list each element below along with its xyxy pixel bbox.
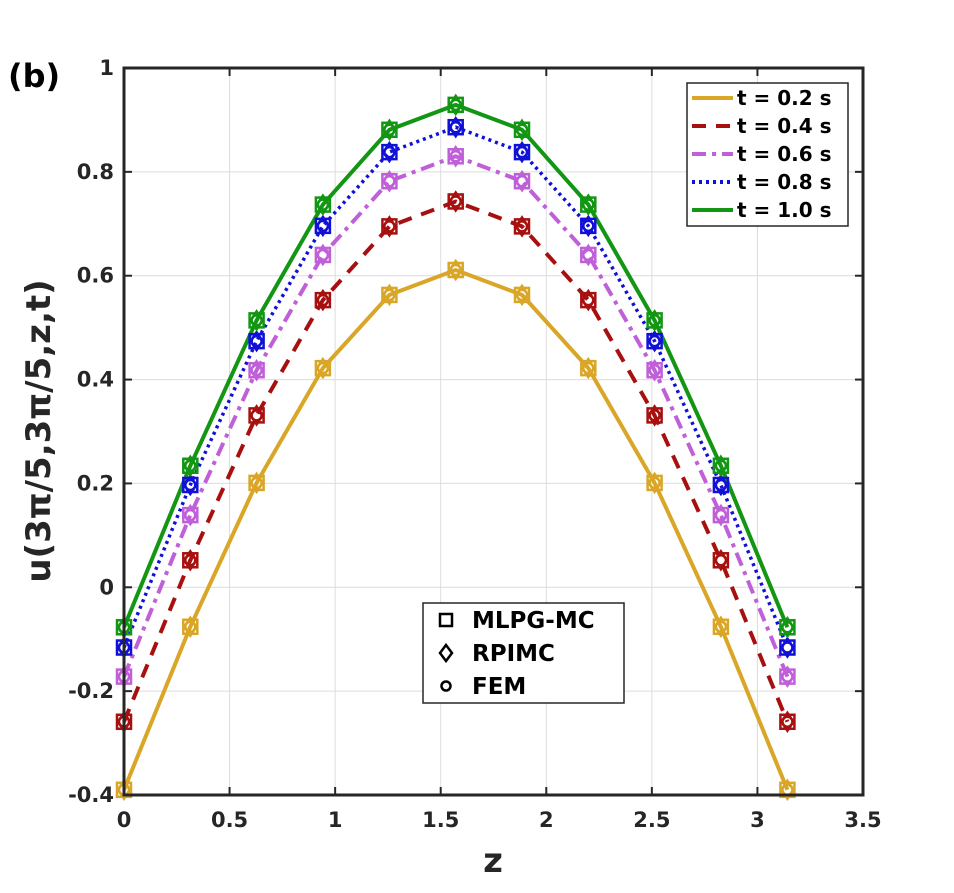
- marker-circle: [316, 198, 330, 211]
- legend-marker-diamond: [438, 642, 454, 664]
- marker-circle: [582, 248, 595, 262]
- legend-label-2: t = 0.6 s: [737, 142, 832, 166]
- marker-circle: [449, 195, 462, 208]
- marker-circle: [515, 174, 529, 188]
- marker-circle: [184, 459, 197, 473]
- x-tick-label: 2: [539, 808, 554, 832]
- marker-circle: [515, 123, 529, 137]
- marker-circle: [648, 476, 661, 490]
- marker-circle: [582, 219, 595, 233]
- series-lines: [122, 102, 790, 791]
- marker-circle: [250, 314, 263, 327]
- y-tick-label: 0.2: [77, 471, 114, 495]
- marker-circle: [648, 334, 661, 348]
- legend-label-1: t = 0.4 s: [737, 114, 832, 138]
- marker-circle: [515, 288, 529, 302]
- series-line-1: [122, 199, 790, 723]
- legend-label-3: t = 0.8 s: [737, 170, 832, 194]
- marker-circle: [781, 641, 794, 654]
- marker-circle: [383, 174, 396, 188]
- x-axis-title: z: [483, 841, 503, 881]
- x-tick-label: 0.5: [211, 808, 248, 832]
- markers: [115, 93, 796, 802]
- marker-circle: [250, 334, 263, 348]
- legend-label-4: t = 1.0 s: [737, 198, 832, 222]
- marker-circle: [515, 145, 529, 159]
- marker-legend-label-0: MLPG-MC: [472, 608, 595, 634]
- marker-circle: [316, 293, 330, 307]
- marker-circle: [714, 554, 728, 567]
- marker-circle: [449, 263, 462, 277]
- marker-legend-label-2: FEM: [472, 674, 526, 700]
- marker-circle: [781, 670, 794, 683]
- marker-circle: [316, 219, 330, 233]
- series-line-4: [122, 102, 790, 629]
- x-tick-label: 3.5: [844, 808, 881, 832]
- marker-circle: [383, 123, 396, 137]
- x-tick-label: 3: [750, 808, 765, 832]
- marker-circle: [184, 478, 197, 492]
- y-tick-label: 0: [99, 575, 114, 599]
- marker-circle: [449, 98, 462, 112]
- marker-circle: [184, 554, 197, 567]
- marker-circle: [648, 314, 661, 327]
- marker-circle: [714, 508, 728, 522]
- marker-circle: [714, 620, 728, 634]
- marker-circle: [250, 363, 263, 377]
- marker-circle: [714, 478, 728, 492]
- series-line-3: [122, 125, 790, 649]
- series-line-2: [122, 154, 790, 678]
- x-tick-label: 1: [328, 808, 343, 832]
- marker-circle: [383, 220, 396, 233]
- marker-circle: [449, 150, 462, 163]
- x-tick-labels: 0 0.5 1 1.5 2 2.5 3 3.5: [117, 68, 882, 832]
- marker-circle: [714, 459, 728, 473]
- y-tick-label: 1: [99, 56, 114, 80]
- marker-circle: [582, 198, 595, 211]
- panel-label: (b): [8, 57, 60, 95]
- x-tick-label: 0: [117, 808, 132, 832]
- series-line-0: [122, 268, 790, 791]
- y-tick-label: -0.4: [68, 783, 114, 807]
- marker-legend-label-1: RPIMC: [472, 641, 555, 667]
- marker-legend-box: [422, 602, 625, 704]
- marker-circle: [383, 145, 396, 159]
- legend-marker-square: [438, 612, 454, 628]
- y-tick-label: 0.6: [77, 264, 114, 288]
- marker-circle: [250, 409, 263, 422]
- x-tick-label: 2.5: [633, 808, 670, 832]
- y-tick-label: 0.4: [77, 368, 114, 392]
- y-axis-title: u(3π/5,3π/5,z,t): [19, 279, 59, 582]
- y-tick-labels: -0.4 -0.2 0 0.2 0.4 0.6 0.8 1: [68, 56, 863, 807]
- series-legend: t = 0.2 s t = 0.4 s t = 0.6 s t = 0.8 s t = …: [686, 82, 849, 227]
- marker-circle: [250, 476, 263, 490]
- marker-circle: [648, 409, 661, 422]
- legend-label-0: t = 0.2 s: [737, 86, 832, 110]
- marker-circle: [515, 220, 529, 233]
- y-tick-label: -0.2: [68, 679, 114, 703]
- marker-circle: [449, 120, 462, 134]
- marker-circle: [383, 288, 396, 302]
- marker-circle: [184, 620, 197, 634]
- plot-frame: [122, 66, 865, 797]
- marker-circle: [648, 363, 661, 377]
- legend-marker-circle: [440, 680, 452, 692]
- marker-circle: [781, 621, 794, 634]
- marker-legend: MLPG-MC RPIMC FEM: [422, 602, 625, 704]
- marker-circle: [582, 293, 595, 307]
- x-tick-label: 1.5: [422, 808, 459, 832]
- marker-circle: [184, 508, 197, 522]
- y-tick-label: 0.8: [77, 160, 114, 184]
- marker-circle: [316, 361, 330, 375]
- marker-circle: [781, 715, 794, 729]
- marker-circle: [316, 248, 330, 262]
- marker-circle: [582, 361, 595, 375]
